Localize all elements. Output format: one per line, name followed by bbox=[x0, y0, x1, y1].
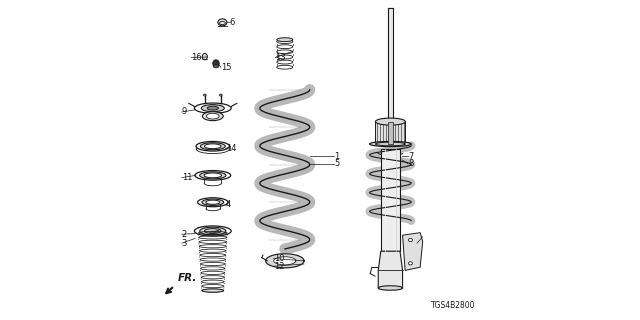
Ellipse shape bbox=[378, 286, 403, 290]
Text: TGS4B2800: TGS4B2800 bbox=[431, 301, 475, 310]
Text: 9: 9 bbox=[182, 108, 187, 116]
Text: 13: 13 bbox=[275, 53, 286, 62]
Polygon shape bbox=[378, 251, 403, 288]
Ellipse shape bbox=[205, 144, 221, 148]
Ellipse shape bbox=[196, 141, 230, 151]
Ellipse shape bbox=[201, 105, 225, 112]
Ellipse shape bbox=[212, 60, 219, 67]
Ellipse shape bbox=[277, 38, 293, 42]
Text: 6: 6 bbox=[230, 18, 235, 27]
Text: 7: 7 bbox=[408, 152, 413, 161]
Ellipse shape bbox=[202, 199, 224, 205]
Text: 8: 8 bbox=[408, 159, 413, 168]
Ellipse shape bbox=[218, 19, 227, 26]
Ellipse shape bbox=[207, 106, 218, 110]
Ellipse shape bbox=[370, 141, 412, 147]
Ellipse shape bbox=[204, 173, 221, 178]
Ellipse shape bbox=[220, 21, 225, 25]
Polygon shape bbox=[403, 233, 423, 270]
Text: 5: 5 bbox=[334, 159, 340, 168]
Text: 2: 2 bbox=[182, 230, 187, 239]
Ellipse shape bbox=[213, 65, 219, 68]
Polygon shape bbox=[388, 122, 393, 144]
Ellipse shape bbox=[198, 198, 228, 207]
Ellipse shape bbox=[202, 289, 224, 292]
Text: 4: 4 bbox=[226, 200, 231, 209]
Ellipse shape bbox=[195, 103, 231, 113]
Ellipse shape bbox=[200, 227, 226, 235]
Text: 15: 15 bbox=[221, 63, 231, 72]
Ellipse shape bbox=[205, 228, 221, 234]
Ellipse shape bbox=[204, 94, 206, 96]
Ellipse shape bbox=[195, 171, 231, 180]
Text: 14: 14 bbox=[226, 144, 236, 153]
Text: 16: 16 bbox=[191, 53, 202, 62]
Text: 3: 3 bbox=[182, 239, 187, 248]
Ellipse shape bbox=[202, 53, 207, 60]
Ellipse shape bbox=[376, 142, 405, 146]
Polygon shape bbox=[381, 149, 400, 251]
Polygon shape bbox=[266, 254, 304, 268]
Ellipse shape bbox=[200, 172, 226, 179]
Ellipse shape bbox=[195, 226, 231, 236]
Text: 1: 1 bbox=[334, 152, 340, 161]
Text: 10: 10 bbox=[274, 254, 284, 263]
Ellipse shape bbox=[408, 262, 412, 265]
Ellipse shape bbox=[220, 94, 222, 96]
Ellipse shape bbox=[206, 200, 220, 204]
Polygon shape bbox=[274, 257, 296, 265]
Ellipse shape bbox=[376, 118, 405, 125]
Text: FR.: FR. bbox=[178, 273, 197, 283]
Ellipse shape bbox=[408, 238, 412, 242]
Ellipse shape bbox=[206, 113, 220, 119]
Ellipse shape bbox=[202, 112, 223, 121]
Text: 11: 11 bbox=[182, 173, 192, 182]
Polygon shape bbox=[388, 8, 393, 122]
Polygon shape bbox=[376, 122, 405, 144]
Ellipse shape bbox=[200, 143, 225, 150]
Text: 12: 12 bbox=[274, 262, 284, 271]
